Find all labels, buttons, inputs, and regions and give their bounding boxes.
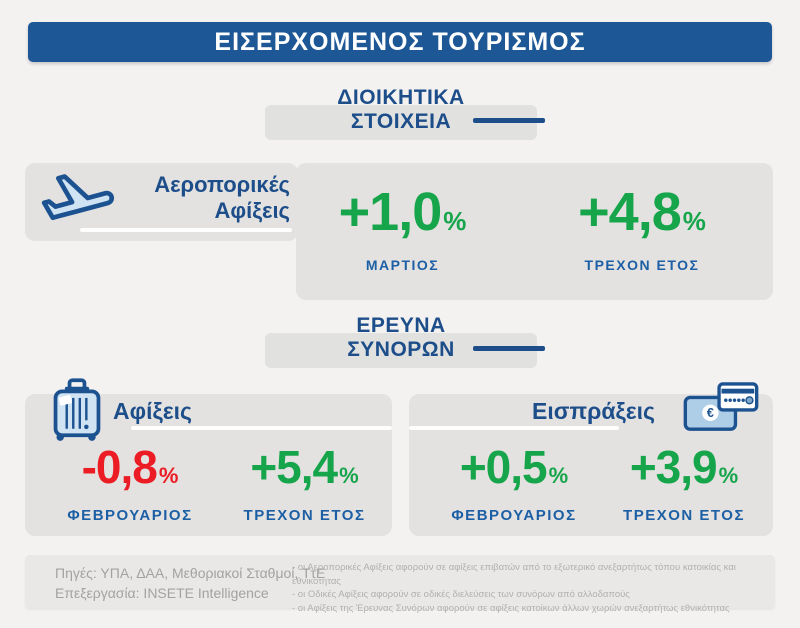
air-card-title: Αεροπορικές Αφίξεις	[154, 172, 290, 224]
section-admin-accent-line	[473, 118, 545, 123]
stat-value-text: +1,0	[338, 182, 443, 242]
footer-note-1: - οι Αεροπορικές Αφίξεις αφορούν σε αφίξ…	[292, 562, 736, 587]
credit-cards-icon: €	[683, 382, 759, 431]
section-admin-line2: ΣΤΟΙΧΕΙΑ	[350, 110, 452, 133]
arrivals-stat-month-value: -0,8%	[45, 444, 215, 490]
air-title-card: Αεροπορικές Αφίξεις	[25, 163, 298, 241]
section-header-admin: ΔΙΟΙΚΗΤΙΚΑ ΣΤΟΙΧΕΙΑ	[265, 86, 537, 134]
arrivals-stat-ytd-value: +5,4%	[222, 444, 387, 490]
stat-value-text: +3,9	[629, 441, 718, 493]
receipts-stat-month: +0,5% ΦΕΒΡΟΥΑΡΙΟΣ	[434, 444, 594, 524]
receipts-stat-ytd-value: +3,9%	[604, 444, 764, 490]
page-title-banner: ΕΙΣΕΡΧΟΜΕΝΟΣ ΤΟΥΡΙΣΜΟΣ	[28, 22, 772, 62]
air-stats-card	[296, 163, 773, 300]
percent-sign: %	[718, 463, 739, 488]
svg-text:€: €	[707, 406, 714, 420]
arrivals-stat-ytd: +5,4% ΤΡΕΧΟΝ ΕΤΟΣ	[222, 444, 387, 524]
section-border-line1: ΕΡΕΥΝΑ	[356, 314, 446, 337]
percent-sign: %	[339, 463, 359, 488]
air-title-underline	[80, 228, 292, 232]
air-stat-month-label: ΜΑΡΤΙΟΣ	[365, 257, 440, 273]
arrivals-card: Αφίξεις -0,8% ΦΕΒΡΟΥΑΡΙΟΣ +5,4% ΤΡΕΧΟΝ Ε…	[25, 378, 392, 536]
air-stat-ytd-label: ΤΡΕΧΟΝ ΕΤΟΣ	[584, 257, 700, 273]
receipts-card-title: Εισπράξεις	[532, 398, 655, 424]
receipts-stat-month-label: ΦΕΒΡΟΥΑΡΙΟΣ	[451, 507, 577, 524]
stat-value-text: +4,8	[578, 182, 682, 242]
footer-note-2: - οι Οδικές Αφίξεις αφορούν σε οδικές δι…	[292, 589, 630, 600]
section-border-accent-line	[473, 346, 545, 351]
air-stat-ytd: +4,8% ΤΡΕΧΟΝ ΕΤΟΣ	[553, 185, 731, 273]
percent-sign: %	[443, 206, 467, 236]
receipts-card: € Εισπράξεις +0,5% ΦΕΒΡΟΥΑΡΙΟΣ +3,9% ΤΡΕ…	[409, 382, 773, 536]
air-stat-ytd-value: +4,8%	[553, 185, 731, 239]
suitcase-icon	[53, 378, 101, 441]
section-border-line2: ΣΥΝΟΡΩΝ	[347, 338, 455, 361]
footer-note-3: - οι Αφίξεις της Έρευνας Συνόρων αφορούν…	[292, 602, 730, 614]
arrivals-stat-ytd-label: ΤΡΕΧΟΝ ΕΤΟΣ	[243, 507, 366, 524]
arrivals-title-underline	[131, 426, 392, 430]
footer-notes: - οι Αεροπορικές Αφίξεις αφορούν σε αφίξ…	[292, 561, 770, 615]
receipts-stat-month-value: +0,5%	[434, 444, 594, 490]
receipts-title-underline	[409, 426, 619, 430]
receipts-stat-ytd-label: ΤΡΕΧΟΝ ΕΤΟΣ	[623, 507, 745, 524]
section-admin-line1: ΔΙΟΙΚΗΤΙΚΑ	[337, 86, 465, 109]
page-title: ΕΙΣΕΡΧΟΜΕΝΟΣ ΤΟΥΡΙΣΜΟΣ	[214, 28, 586, 56]
footer-sources-line2: Επεξεργασία: INSETE Intelligence	[55, 585, 269, 601]
footer: Πηγές: ΥΠΑ, ΔΑΑ, Μεθοριακοί Σταθμοί, ΤτΕ…	[25, 555, 775, 614]
stat-value-text: +5,4	[250, 441, 338, 493]
footer-sources-line1: Πηγές: ΥΠΑ, ΔΑΑ, Μεθοριακοί Σταθμοί, ΤτΕ	[55, 565, 326, 581]
footer-sources: Πηγές: ΥΠΑ, ΔΑΑ, Μεθοριακοί Σταθμοί, ΤτΕ…	[55, 563, 325, 603]
air-card-title-line2: Αφίξεις	[214, 198, 290, 223]
air-card-title-line1: Αεροπορικές	[154, 172, 290, 197]
percent-sign: %	[158, 463, 179, 488]
receipts-stat-ytd: +3,9% ΤΡΕΧΟΝ ΕΤΟΣ	[604, 444, 764, 524]
section-header-border: ΕΡΕΥΝΑ ΣΥΝΟΡΩΝ	[265, 314, 537, 362]
arrivals-stat-month: -0,8% ΦΕΒΡΟΥΑΡΙΟΣ	[45, 444, 215, 524]
air-stat-month: +1,0% ΜΑΡΤΙΟΣ	[320, 185, 485, 273]
air-stat-month-value: +1,0%	[320, 185, 485, 239]
arrivals-stat-month-label: ΦΕΒΡΟΥΑΡΙΟΣ	[67, 507, 193, 524]
airplane-takeoff-icon	[41, 174, 115, 221]
percent-sign: %	[682, 206, 706, 236]
stat-value-text: -0,8	[81, 441, 158, 493]
stat-value-text: +0,5	[459, 441, 548, 493]
arrivals-card-title: Αφίξεις	[113, 398, 192, 424]
percent-sign: %	[548, 463, 569, 488]
